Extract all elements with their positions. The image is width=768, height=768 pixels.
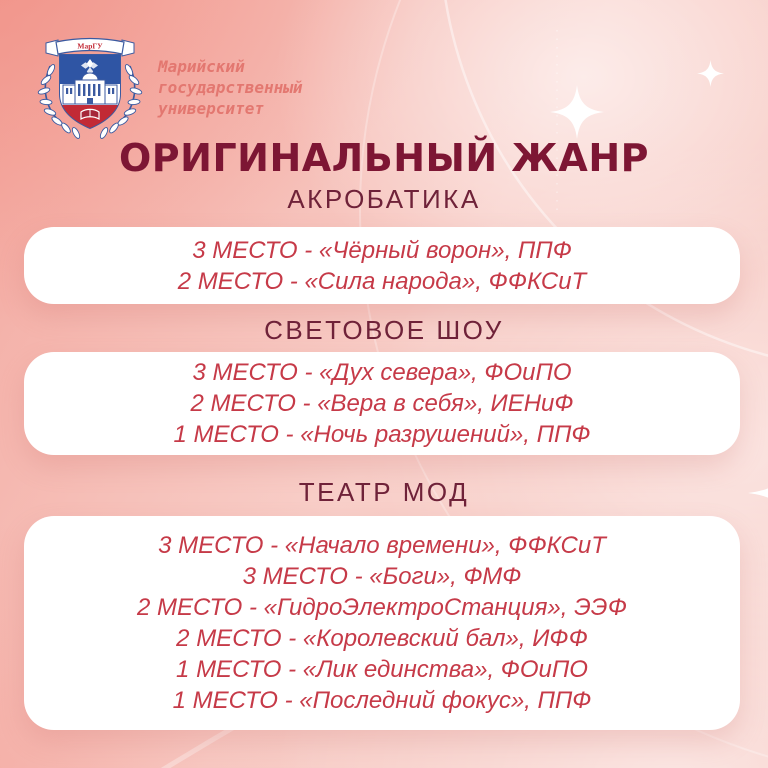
result-line: 3 МЕСТО - «Боги», ФМФ	[242, 563, 522, 590]
results-card-acrobatics: 3 МЕСТО - «Чёрный ворон», ППФ 2 МЕСТО - …	[24, 227, 740, 304]
result-line: 1 МЕСТО - «Последний фокус», ППФ	[172, 687, 592, 714]
result-line: 3 МЕСТО - «Начало времени», ФФКСиТ	[158, 532, 606, 559]
university-name-line: государственный	[158, 78, 303, 97]
university-name-line: Марийский	[158, 57, 245, 76]
section-heading-light-show: СВЕТОВОЕ ШОУ	[264, 315, 504, 345]
result-line: 2 МЕСТО - «ГидроЭлектроСтанция», ЭЭФ	[137, 594, 627, 621]
results-card-light-show: 3 МЕСТО - «Дух севера», ФОиПО 2 МЕСТО - …	[24, 352, 740, 455]
section-heading-fashion-theatre: ТЕАТР МОД	[298, 477, 470, 507]
result-line: 2 МЕСТО - «Сила народа», ФФКСиТ	[177, 267, 587, 295]
result-line: 1 МЕСТО - «Лик единства», ФОиПО	[176, 656, 588, 683]
results-card-fashion-theatre: 3 МЕСТО - «Начало времени», ФФКСиТ 3 МЕС…	[24, 516, 740, 730]
result-line: 2 МЕСТО - «Королевский бал», ИФФ	[176, 625, 588, 652]
university-name-line: университет	[158, 99, 264, 118]
page-title: ОРИГИНАЛЬНЫЙ ЖАНР	[119, 136, 649, 180]
university-name: Марийский государственный университет	[158, 56, 303, 119]
result-line: 3 МЕСТО - «Дух севера», ФОиПО	[192, 359, 572, 386]
result-line: 3 МЕСТО - «Чёрный ворон», ППФ	[192, 236, 572, 264]
sparkle-icon-small	[697, 60, 724, 87]
sparkle-icon	[550, 85, 604, 139]
university-emblem-icon: МарГУ	[37, 37, 143, 139]
brand-header: МарГУ Марийский государственный универси…	[30, 34, 303, 144]
section-heading-acrobatics: АКРОБАТИКА	[287, 184, 481, 214]
result-line: 2 МЕСТО - «Вера в себя», ИЕНиФ	[190, 390, 574, 417]
emblem-ribbon-label: МарГУ	[77, 42, 103, 51]
sparkle-icon-edge	[748, 488, 768, 498]
result-line: 1 МЕСТО - «Ночь разрушений», ППФ	[173, 421, 591, 448]
